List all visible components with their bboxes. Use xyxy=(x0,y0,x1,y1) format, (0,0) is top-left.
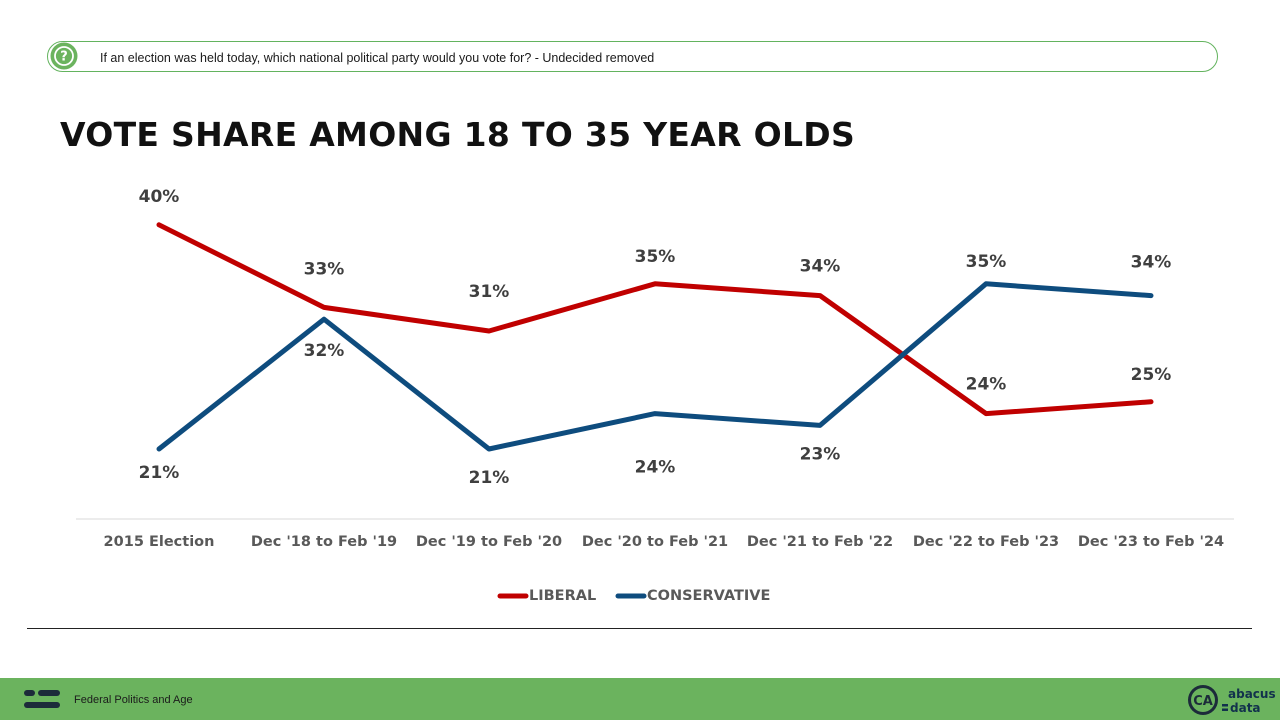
data-label-liberal: 25% xyxy=(1131,365,1172,385)
divider xyxy=(27,628,1252,629)
x-tick-label: Dec '22 to Feb '23 xyxy=(913,534,1059,550)
data-label-conservative: 21% xyxy=(469,468,510,488)
x-tick-label: Dec '21 to Feb '22 xyxy=(747,534,893,550)
legend-label-conservative: CONSERVATIVE xyxy=(647,588,770,604)
page-title: VOTE SHARE AMONG 18 TO 35 YEAR OLDS xyxy=(60,115,856,154)
series-line-liberal xyxy=(156,222,1154,417)
data-label-liberal: 34% xyxy=(800,257,841,277)
svg-text:?: ? xyxy=(60,50,68,65)
abacus-mark-icon xyxy=(24,690,60,708)
data-label-conservative: 32% xyxy=(304,341,345,361)
logo-word-abacus: abacus xyxy=(1228,687,1276,701)
footer-bar: Federal Politics and Age CA abacus data xyxy=(0,678,1280,720)
x-tick-label: Dec '23 to Feb '24 xyxy=(1078,534,1224,550)
series-line-conservative xyxy=(156,281,1154,452)
data-label-conservative: 35% xyxy=(966,252,1007,272)
data-label-conservative: 24% xyxy=(635,458,676,478)
data-label-conservative: 34% xyxy=(1131,253,1172,273)
question-banner: ? If an election was held today, which n… xyxy=(47,41,1218,72)
data-label-conservative: 23% xyxy=(800,444,841,464)
logo-word-data: data xyxy=(1230,701,1261,715)
data-label-liberal: 33% xyxy=(304,259,345,279)
question-mark-icon: ? xyxy=(50,42,78,70)
data-label-liberal: 35% xyxy=(635,247,676,267)
abacus-data-logo: CA abacus data xyxy=(1188,685,1276,715)
x-tick-label: Dec '18 to Feb '19 xyxy=(251,534,397,550)
data-label-liberal: 40% xyxy=(139,187,180,207)
legend-label-liberal: LIBERAL xyxy=(529,588,596,604)
x-tick-label: 2015 Election xyxy=(104,534,215,550)
question-text: If an election was held today, which nat… xyxy=(100,51,655,65)
logo-badge-text: CA xyxy=(1193,694,1213,709)
line-chart: 2015 Election Dec '18 to Feb '19 Dec '19 t… xyxy=(76,187,1234,604)
x-tick-label: Dec '19 to Feb '20 xyxy=(416,534,562,550)
x-tick-label: Dec '20 to Feb '21 xyxy=(582,534,728,550)
data-label-liberal: 24% xyxy=(966,375,1007,395)
footer-text: Federal Politics and Age xyxy=(74,694,193,706)
data-label-conservative: 21% xyxy=(139,463,180,483)
data-label-liberal: 31% xyxy=(469,282,510,302)
